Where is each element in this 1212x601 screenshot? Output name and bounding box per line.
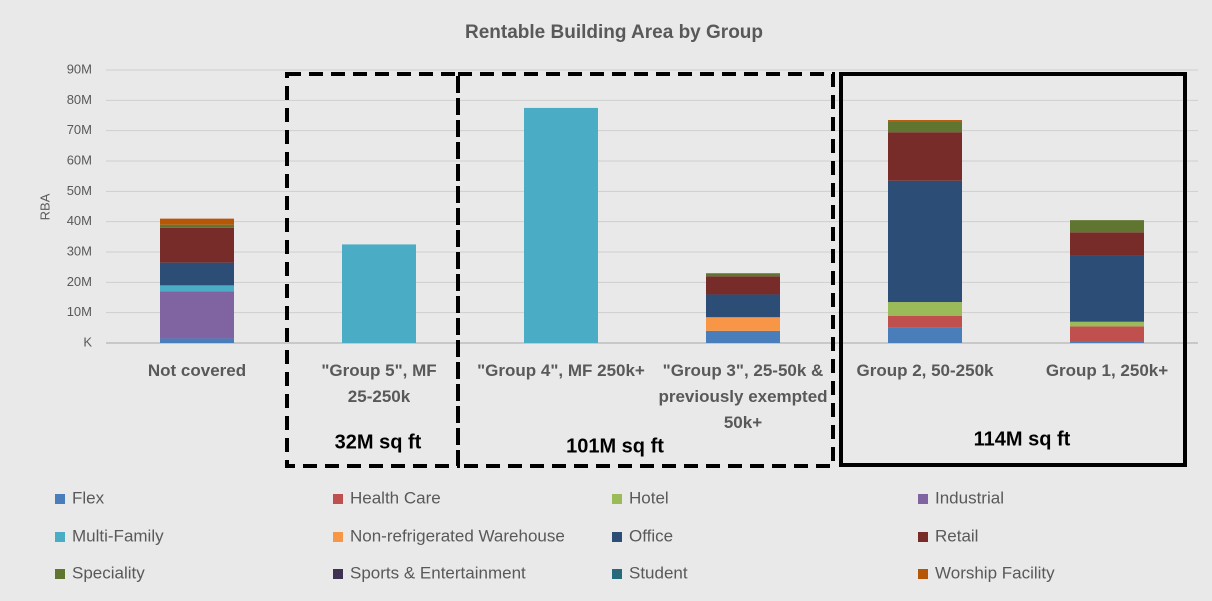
y-tick-label: 90M [67,61,92,76]
x-tick-line: Not covered [148,361,246,380]
legend-label: Industrial [935,488,1004,507]
x-tick-line: "Group 4", MF 250k+ [477,361,645,380]
bar-segment [1070,255,1144,322]
bar-segment [706,273,780,277]
y-tick-label: 20M [67,274,92,289]
bar-segment [160,227,234,263]
group-box [839,72,1187,467]
legend-label: Sports & Entertainment [350,563,526,582]
legend-label: Student [629,563,688,582]
y-tick-label: 70M [67,122,92,137]
bar-segment [160,285,234,292]
bar-segment [342,244,416,343]
x-tick-line: Group 1, 250k+ [1046,361,1168,380]
bar-segment [706,330,780,343]
x-tick-label: "Group 5", MF 25-250k [321,361,436,406]
legend-label: Retail [935,526,978,545]
legend-label: Worship Facility [935,563,1055,582]
legend-swatch [55,494,65,504]
group-box [456,72,835,468]
bar-segment [706,276,780,295]
legend-label: Hotel [629,488,669,507]
x-tick-line: 25-250k [348,387,411,406]
legend-swatch [612,569,622,579]
bar-segment [1070,232,1144,256]
bar-segment [706,294,780,318]
bar-segment [888,327,962,343]
bar-segment [160,338,234,343]
y-axis-label: RBA [37,193,52,220]
bar-segment [888,121,962,133]
bar-segment [160,262,234,286]
x-tick-line: Group 2, 50-250k [856,361,994,380]
bar-segment [888,180,962,303]
bar-segment [888,315,962,328]
legend-swatch [918,532,928,542]
legend-swatch [918,569,928,579]
legend-swatch [333,532,343,542]
bar-segment [160,224,234,228]
bar-segment [1070,341,1144,343]
legend-swatch [55,569,65,579]
bar-segment [160,291,234,339]
x-tick-label: "Group 3", 25-50k & previously exempted 50… [658,361,827,432]
legend-label: Flex [72,488,105,507]
legend-label: Health Care [350,488,441,507]
legend-swatch [333,494,343,504]
x-tick-label: "Group 4", MF 250k+ [477,361,645,380]
bar-segment [888,132,962,181]
legend-swatch [918,494,928,504]
chart-title: Rentable Building Area by Group [465,22,763,43]
bar-segment [1070,326,1144,342]
legend-swatch [333,569,343,579]
x-tick-label: Group 2, 50-250k [856,361,994,380]
bar-segment [888,302,962,316]
x-tick-line: 50k+ [724,413,762,432]
x-tick-line: previously exempted [658,387,827,406]
x-tick-label: Not covered [148,361,246,380]
legend-swatch [612,494,622,504]
annotation: 114M sq ft [974,428,1071,450]
legend-label: Multi-Family [72,526,164,545]
x-tick-line: "Group 5", MF [321,361,436,380]
y-tick-label: 10M [67,304,92,319]
bar-segment [160,218,234,225]
y-tick-label: K [83,334,92,349]
annotation: 32M sq ft [335,431,422,453]
legend-label: Office [629,526,673,545]
y-tick-label: 30M [67,243,92,258]
bar-segment [706,317,780,331]
bar-segment [888,120,962,122]
y-tick-label: 60M [67,152,92,167]
legend-label: Speciality [72,563,145,582]
y-tick-label: 80M [67,92,92,107]
y-tick-label: 50M [67,183,92,198]
group-box [285,72,460,468]
legend-swatch [612,532,622,542]
bar-segment [1070,220,1144,233]
annotation: 101M sq ft [566,435,664,457]
legend-swatch [55,532,65,542]
legend-label: Non-refrigerated Warehouse [350,526,565,545]
bar-segment [524,107,598,344]
x-tick-line: "Group 3", 25-50k & [663,361,824,380]
bar-segment [1070,321,1144,327]
x-tick-label: Group 1, 250k+ [1046,361,1168,380]
y-tick-label: 40M [67,213,92,228]
